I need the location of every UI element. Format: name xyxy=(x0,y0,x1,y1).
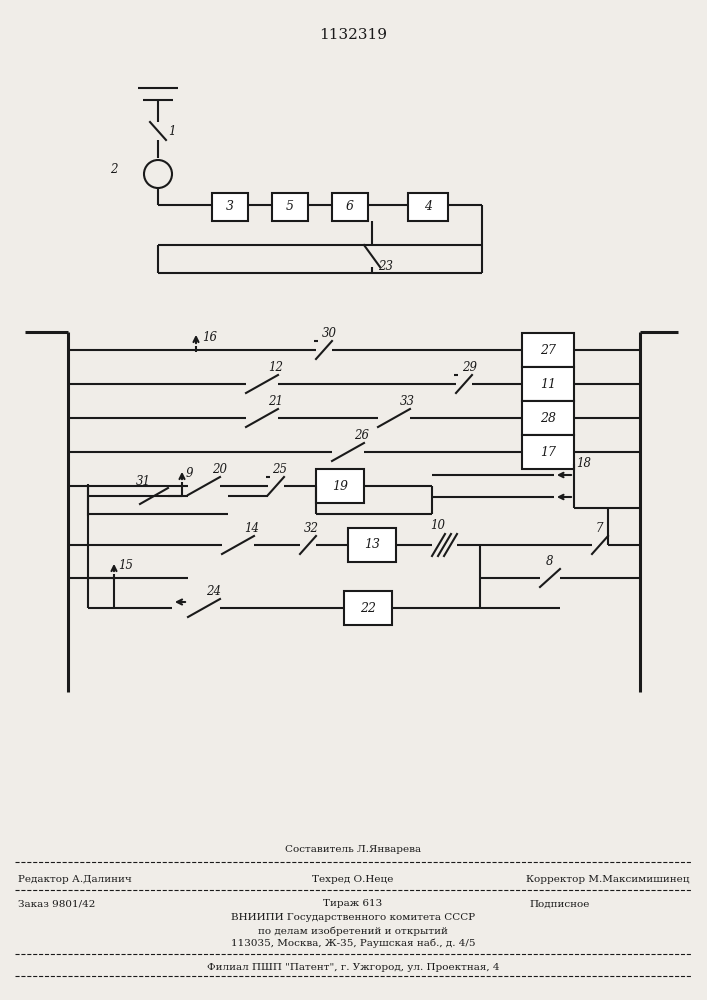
Text: 14: 14 xyxy=(244,522,259,535)
Text: Редактор А.Далинич: Редактор А.Далинич xyxy=(18,874,132,884)
Bar xyxy=(212,193,248,221)
Text: 6: 6 xyxy=(346,200,354,214)
Text: 113035, Москва, Ж-35, Раушская наб., д. 4/5: 113035, Москва, Ж-35, Раушская наб., д. … xyxy=(230,938,475,948)
Text: 1132319: 1132319 xyxy=(319,28,387,42)
Text: 5: 5 xyxy=(286,200,294,214)
Text: 12: 12 xyxy=(268,361,283,374)
Text: 25: 25 xyxy=(272,463,287,476)
Text: 2: 2 xyxy=(110,163,117,176)
Text: Составитель Л.Январева: Составитель Л.Январева xyxy=(285,846,421,854)
Bar xyxy=(316,469,364,503)
Text: 10: 10 xyxy=(430,519,445,532)
Text: 27: 27 xyxy=(540,344,556,357)
Text: 31: 31 xyxy=(136,475,151,488)
Bar xyxy=(348,528,396,562)
Bar xyxy=(522,401,574,435)
Text: 21: 21 xyxy=(268,395,283,408)
Text: 23: 23 xyxy=(378,260,393,273)
Text: 4: 4 xyxy=(424,200,432,214)
Text: 29: 29 xyxy=(462,361,477,374)
Text: ВНИИПИ Государственного комитета СССР: ВНИИПИ Государственного комитета СССР xyxy=(231,914,475,922)
Bar xyxy=(272,193,308,221)
Text: 32: 32 xyxy=(304,522,319,535)
Text: 33: 33 xyxy=(400,395,415,408)
Text: Заказ 9801/42: Заказ 9801/42 xyxy=(18,900,95,908)
Text: 30: 30 xyxy=(322,327,337,340)
Text: 3: 3 xyxy=(226,200,234,214)
Text: Подписное: Подписное xyxy=(530,900,590,908)
Text: 1: 1 xyxy=(168,125,175,138)
Text: 11: 11 xyxy=(540,377,556,390)
Text: 19: 19 xyxy=(332,480,348,492)
Text: 28: 28 xyxy=(540,412,556,424)
Bar xyxy=(522,367,574,401)
Bar xyxy=(408,193,448,221)
Text: 26: 26 xyxy=(354,429,369,442)
Text: 20: 20 xyxy=(212,463,227,476)
Text: 15: 15 xyxy=(118,559,133,572)
Bar xyxy=(332,193,368,221)
Text: 22: 22 xyxy=(360,601,376,614)
Text: 7: 7 xyxy=(596,522,604,535)
Text: по делам изобретений и открытий: по делам изобретений и открытий xyxy=(258,926,448,936)
Text: Филиал ПШП "Патент", г. Ужгород, ул. Проектная, 4: Филиал ПШП "Патент", г. Ужгород, ул. Про… xyxy=(206,962,499,972)
Text: 9: 9 xyxy=(186,467,194,480)
Text: Корректор М.Максимишинец: Корректор М.Максимишинец xyxy=(527,874,690,884)
Text: 18: 18 xyxy=(576,457,591,470)
Text: 16: 16 xyxy=(202,331,217,344)
Text: 24: 24 xyxy=(206,585,221,598)
Text: Техред О.Неце: Техред О.Неце xyxy=(312,874,394,884)
Text: Тираж 613: Тираж 613 xyxy=(323,900,382,908)
Bar xyxy=(344,591,392,625)
Text: 13: 13 xyxy=(364,538,380,552)
Text: 17: 17 xyxy=(540,446,556,458)
Bar xyxy=(522,435,574,469)
Bar xyxy=(522,333,574,367)
Text: 8: 8 xyxy=(546,555,554,568)
